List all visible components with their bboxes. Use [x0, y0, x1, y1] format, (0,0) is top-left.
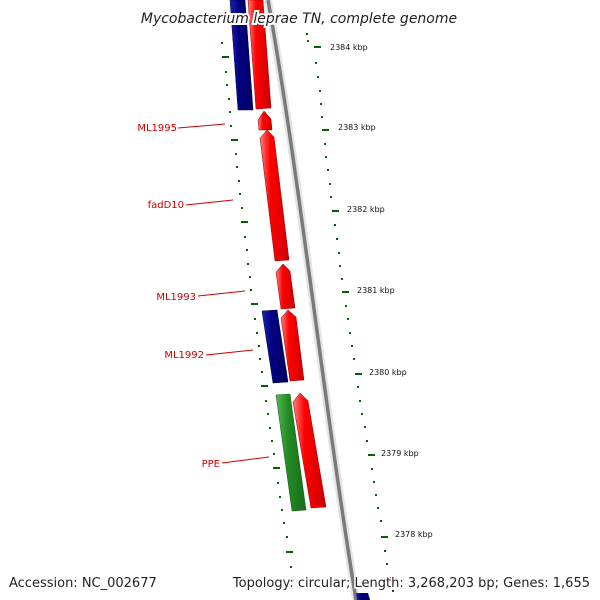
gene-label-leaders: [177, 123, 270, 464]
ruler-label-2382: 2382 kbp: [347, 205, 385, 214]
forward-cds-feature-fadd10[interactable]: [259, 129, 290, 262]
inner-dotted-track: [221, 42, 294, 581]
forward-cds-feature-ml1995[interactable]: [257, 110, 273, 131]
map-title: Mycobacterium leprae TN, complete genome: [141, 11, 457, 27]
major-tick: [322, 129, 329, 131]
genome-summary-text: Topology: circular; Length: 3,268,203 bp…: [232, 576, 590, 591]
major-tick: [332, 210, 339, 212]
ruler-label-2381: 2381 kbp: [357, 286, 395, 295]
forward-cds-feature-ppe-adjacent[interactable]: [292, 392, 327, 509]
reverse-cds-feature[interactable]: [229, 0, 254, 111]
ruler-label-2379: 2379 kbp: [381, 449, 419, 458]
gene-label-ppe[interactable]: PPE: [202, 459, 220, 470]
forward-cds-feature-ml1993[interactable]: [275, 263, 296, 310]
major-tick: [368, 454, 375, 456]
gene-label-ml1995[interactable]: ML1995: [137, 123, 177, 134]
ruler-label-2380: 2380 kbp: [369, 368, 407, 377]
forward-cds-feature-top[interactable]: [247, 0, 272, 110]
ppe-feature[interactable]: [275, 393, 307, 512]
forward-cds-feature-ml1992-adjacent[interactable]: [280, 309, 305, 382]
reverse-cds-feature-bottom[interactable]: [356, 593, 370, 600]
major-tick: [355, 373, 362, 375]
outer-ruler-ticks: [306, 33, 394, 592]
ruler-label-2383: 2383 kbp: [338, 123, 376, 132]
major-tick: [342, 291, 349, 293]
gene-label-ml1992[interactable]: ML1992: [164, 350, 204, 361]
major-tick: [314, 46, 321, 48]
genome-backbone-core: [266, 0, 358, 600]
major-tick: [381, 536, 388, 538]
reverse-cds-feature-ml1992[interactable]: [261, 309, 289, 384]
ruler-label-2384: 2384 kbp: [330, 43, 368, 52]
gene-label-ml1993[interactable]: ML1993: [156, 292, 196, 303]
gene-label-fadd10[interactable]: fadD10: [148, 200, 184, 211]
accession-text: Accession: NC_002677: [9, 576, 157, 591]
ruler-label-2378: 2378 kbp: [395, 530, 433, 539]
